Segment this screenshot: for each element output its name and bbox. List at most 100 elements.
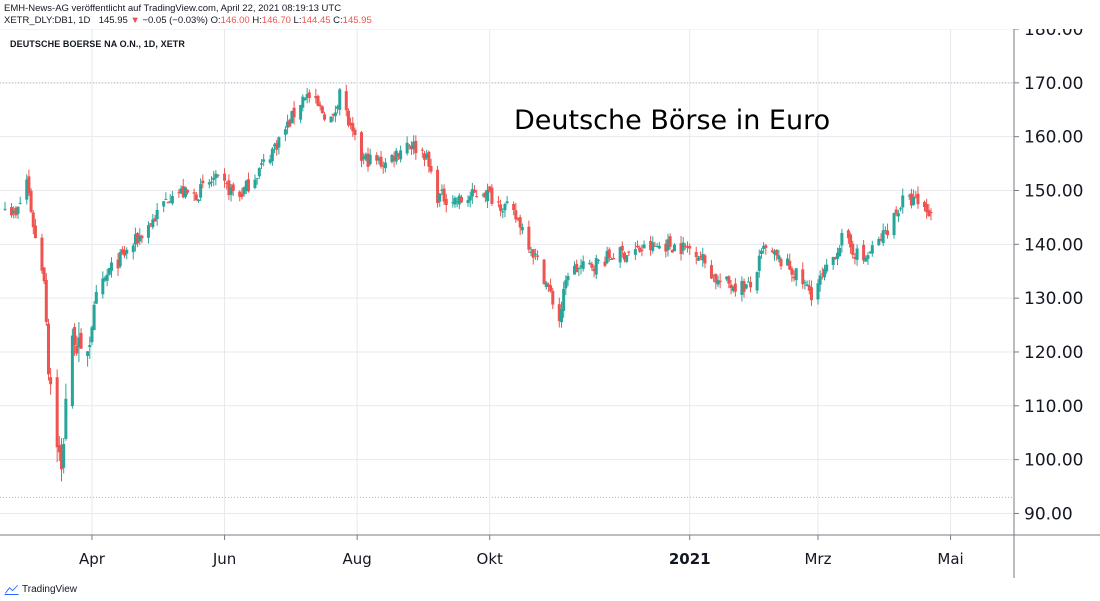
chart-symbol-title: DEUTSCHE BOERSE NA O.N., 1D, XETR	[10, 39, 185, 49]
candle-body	[653, 245, 657, 247]
candle-body	[612, 258, 616, 260]
candle-body	[246, 179, 250, 192]
candle-body	[396, 153, 400, 157]
candle-body	[412, 141, 416, 150]
candle-body	[77, 337, 81, 347]
candle-body	[120, 249, 124, 254]
candle-body	[168, 201, 172, 203]
candle-body	[40, 237, 44, 271]
candle-body	[862, 244, 866, 261]
low-label: L:	[293, 15, 302, 26]
candle-body	[879, 238, 883, 241]
candle-body	[590, 263, 594, 268]
candle-body	[329, 116, 333, 123]
candle-body	[623, 252, 627, 260]
candle-body	[238, 191, 242, 197]
candle-body	[425, 153, 429, 159]
y-tick-label: 100.00	[1024, 451, 1083, 471]
candle-body	[536, 255, 540, 257]
candle-body	[199, 184, 203, 198]
candle-body	[575, 263, 579, 273]
publisher-text: EMH-News-AG veröffentlicht auf TradingVi…	[4, 3, 342, 14]
candle-body	[694, 251, 698, 258]
candle-body	[64, 398, 68, 439]
candle-body	[670, 249, 674, 253]
candle-body	[909, 193, 913, 206]
candle-body	[562, 288, 566, 311]
candle-body	[164, 199, 168, 201]
candle-body	[731, 286, 735, 291]
candle-body	[136, 233, 140, 244]
close-label: C:	[333, 15, 343, 26]
candle-body	[620, 245, 624, 251]
candle-body	[881, 230, 885, 244]
candle-body	[779, 258, 783, 267]
candle-body	[749, 282, 753, 288]
candle-body	[666, 239, 670, 251]
candle-body	[394, 150, 398, 162]
candle-body	[14, 207, 18, 216]
candle-body	[762, 245, 766, 249]
candle-body	[527, 226, 531, 250]
candle-body	[73, 327, 77, 345]
candle-body	[803, 282, 807, 284]
candle-body	[125, 249, 129, 254]
candle-body	[733, 283, 737, 292]
candle-body	[292, 107, 296, 118]
candle-body	[60, 444, 64, 470]
candle-body	[320, 106, 324, 114]
candle-body	[514, 210, 518, 220]
candle-body	[33, 225, 37, 239]
candle-body	[718, 280, 722, 283]
tradingview-logo-icon	[4, 584, 19, 595]
candle-body	[809, 287, 813, 301]
candle-body	[110, 262, 114, 271]
candle-body	[277, 137, 281, 148]
chart-title: Deutsche Börse in Euro	[514, 105, 831, 136]
x-tick-label: Jun	[212, 550, 236, 568]
candle-body	[916, 193, 920, 205]
candle-body	[922, 202, 926, 208]
candle-body	[12, 210, 16, 214]
candle-body	[640, 249, 644, 252]
open-value: 146.00	[220, 15, 250, 26]
candle-body	[231, 184, 235, 191]
candle-body	[457, 195, 461, 205]
candle-body	[223, 173, 227, 181]
candle-body	[636, 245, 640, 248]
candle-body	[86, 351, 90, 356]
candle-body	[744, 284, 748, 289]
candle-body	[240, 193, 244, 197]
last-price: 145.95	[98, 15, 128, 26]
y-tick-label: 130.00	[1024, 289, 1083, 309]
candle-body	[75, 345, 79, 354]
candle-body	[286, 121, 290, 128]
candle-body	[423, 153, 427, 160]
candle-body	[103, 277, 107, 281]
candle-body	[794, 268, 798, 281]
candle-body	[855, 248, 859, 260]
candle-body	[366, 153, 370, 167]
candle-body	[851, 243, 855, 255]
x-tick-label: Aug	[342, 550, 371, 568]
candle-body	[546, 284, 550, 287]
candle-body	[90, 327, 94, 343]
candle-body	[840, 232, 844, 246]
candle-body	[138, 235, 142, 242]
candle-body	[714, 273, 718, 283]
candle-body	[149, 223, 153, 225]
candle-body	[216, 174, 220, 176]
candle-body	[427, 151, 431, 167]
y-tick-label: 90.00	[1024, 504, 1073, 524]
candle-body	[864, 257, 868, 262]
candle-body	[581, 261, 585, 269]
candle-body	[679, 243, 683, 254]
footer[interactable]: TradingView	[4, 581, 77, 597]
candle-body	[283, 129, 287, 135]
candlestick-chart[interactable]: 180.00 170.00 160.00 150.00 140.00 130.00 120.…	[0, 29, 1100, 578]
candle-body	[273, 144, 277, 147]
candle-body	[655, 246, 659, 248]
candle-body	[227, 180, 231, 196]
chart-frame[interactable]: 180.00 170.00 160.00 150.00 140.00 130.00 120.…	[0, 29, 1100, 578]
candle-body	[551, 290, 555, 305]
